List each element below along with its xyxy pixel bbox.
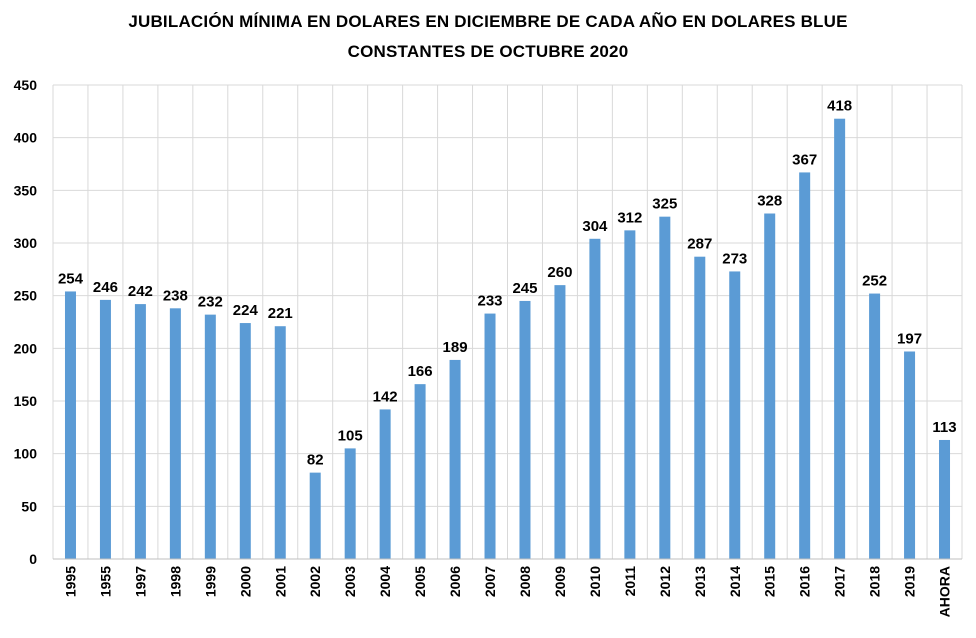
bar [309, 472, 321, 559]
bar [939, 439, 951, 559]
data-label: 252 [862, 273, 887, 290]
bar [589, 238, 601, 559]
x-tick-label: 1955 [97, 566, 113, 597]
y-tick-label: 350 [14, 182, 38, 198]
data-label: 245 [512, 280, 537, 297]
bar [99, 299, 111, 559]
bar [169, 308, 181, 559]
x-tick-label: 2016 [797, 566, 813, 597]
x-tick-label: 2017 [832, 566, 848, 597]
chart-title-line-2: CONSTANTES DE OCTUBRE 2020 [347, 42, 629, 61]
x-tick-label: 2006 [447, 566, 463, 597]
y-axis-tick-labels: 0 50 100 150 200 250 300 350 400 450 [14, 77, 38, 567]
x-tick-label: 2002 [307, 566, 323, 597]
x-axis-tick-labels: 1995 1955 1997 1998 1999 2000 2001 2002 2003 2004… [62, 566, 952, 618]
data-label: 328 [757, 193, 782, 210]
x-tick-label: 2000 [237, 566, 253, 597]
x-tick-label: 2001 [272, 566, 288, 597]
data-label: 166 [408, 363, 433, 380]
x-tick-label: 2018 [867, 566, 883, 597]
x-tick-label: 1999 [202, 566, 218, 597]
y-tick-label: 400 [14, 130, 38, 146]
bar [729, 271, 741, 559]
bar [204, 314, 216, 559]
data-label: 221 [268, 305, 293, 322]
data-labels: 254 246 242 238 232 224 221 82 105 142 166 189 233 24… [58, 98, 957, 469]
data-label: 197 [897, 330, 922, 347]
bar [239, 323, 251, 559]
bar-series [64, 118, 951, 560]
data-label: 142 [373, 388, 398, 405]
data-label: 325 [652, 196, 677, 213]
data-label: 242 [128, 283, 153, 300]
y-tick-label: 250 [14, 288, 38, 304]
y-tick-label: 150 [14, 393, 38, 409]
data-label: 189 [443, 339, 468, 356]
x-tick-label: 2010 [587, 566, 603, 597]
bar [484, 313, 496, 559]
bar [414, 384, 426, 559]
x-tick-label: 1995 [62, 566, 78, 597]
data-label: 113 [932, 419, 956, 436]
data-label: 260 [547, 264, 572, 281]
y-tick-label: 100 [14, 446, 38, 462]
data-label: 418 [827, 98, 852, 115]
bar [449, 359, 461, 559]
x-tick-label: 2005 [412, 566, 428, 597]
x-tick-label: 2009 [552, 566, 568, 597]
x-tick-label: 1998 [167, 566, 183, 597]
bar [799, 172, 811, 559]
bar [904, 351, 916, 559]
gridlines [52, 84, 963, 560]
x-tick-label: 1997 [132, 566, 148, 597]
data-label: 224 [233, 302, 259, 319]
bar [344, 448, 356, 559]
data-label: 367 [792, 151, 817, 168]
bar [134, 304, 146, 559]
y-tick-label: 450 [14, 77, 38, 93]
data-label: 246 [93, 279, 118, 296]
x-tick-label: 2019 [902, 566, 918, 597]
x-tick-label: 2013 [692, 566, 708, 597]
x-tick-label: 2012 [657, 566, 673, 597]
y-tick-label: 50 [21, 498, 37, 514]
data-label: 304 [582, 218, 608, 235]
x-tick-label: 2014 [727, 566, 743, 597]
bar [274, 326, 286, 559]
bar [624, 230, 636, 560]
data-label: 312 [617, 209, 642, 226]
bar [834, 118, 846, 559]
bar [64, 291, 76, 559]
data-label: 82 [307, 452, 324, 469]
data-label: 238 [163, 287, 188, 304]
bar [519, 300, 531, 559]
chart-title-line-1: JUBILACIÓN MÍNIMA EN DOLARES EN DICIEMBR… [128, 12, 848, 31]
x-tick-label: 2004 [377, 566, 393, 597]
data-label: 105 [338, 427, 363, 444]
data-label: 273 [722, 250, 747, 267]
bar [659, 216, 671, 559]
bar [694, 256, 706, 559]
data-label: 233 [478, 293, 503, 310]
data-label: 232 [198, 294, 223, 311]
x-tick-label: 2011 [622, 566, 638, 597]
y-tick-label: 300 [14, 235, 38, 251]
bar [554, 285, 566, 559]
x-tick-label: 2008 [517, 566, 533, 597]
bar [379, 409, 391, 559]
data-label: 287 [687, 236, 712, 253]
x-tick-label: 2007 [482, 566, 498, 597]
x-tick-label: AHORA [937, 566, 953, 617]
x-tick-label: 2003 [342, 566, 358, 597]
y-tick-label: 0 [29, 551, 37, 567]
bar [764, 213, 776, 560]
y-tick-label: 200 [14, 340, 38, 356]
data-label: 254 [58, 270, 84, 287]
x-tick-label: 2015 [762, 566, 778, 597]
bar [869, 293, 881, 559]
